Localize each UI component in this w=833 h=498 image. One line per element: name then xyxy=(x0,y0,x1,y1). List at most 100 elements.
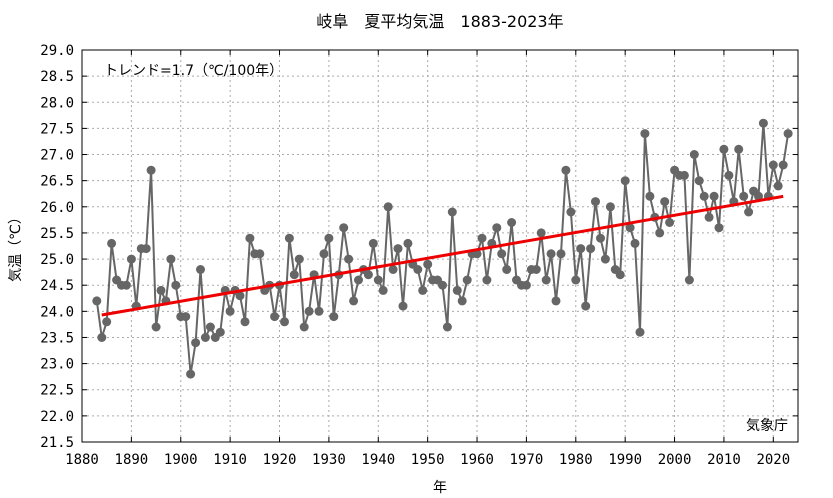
data-point xyxy=(141,244,151,254)
data-point xyxy=(709,191,719,201)
data-point xyxy=(92,296,102,306)
data-point xyxy=(665,218,675,227)
data-point xyxy=(566,207,576,217)
data-point xyxy=(413,265,423,274)
data-point xyxy=(605,202,615,212)
data-point xyxy=(270,312,280,322)
data-point xyxy=(97,333,107,342)
y-tick-label: 22.5 xyxy=(40,383,74,399)
data-point xyxy=(521,280,531,290)
data-point xyxy=(398,301,408,311)
data-point xyxy=(477,233,487,243)
data-point xyxy=(462,275,472,285)
y-tick-label: 25.5 xyxy=(40,226,74,242)
x-tick-label: 1930 xyxy=(312,452,346,468)
data-point xyxy=(734,144,744,154)
data-point xyxy=(349,296,359,306)
data-point xyxy=(452,285,462,295)
x-tick-label: 1950 xyxy=(411,452,445,468)
source-annotation: 気象庁 xyxy=(746,418,788,434)
data-point xyxy=(186,369,196,379)
data-point xyxy=(778,160,788,170)
data-point xyxy=(482,275,492,285)
data-point xyxy=(196,265,205,274)
data-point xyxy=(319,249,329,259)
y-tick-label: 22.0 xyxy=(40,409,74,425)
y-tick-label: 28.0 xyxy=(40,95,74,111)
x-tick-label: 1900 xyxy=(164,452,198,468)
x-tick-label: 1910 xyxy=(213,452,247,468)
y-tick-label: 24.0 xyxy=(40,304,74,320)
data-point xyxy=(403,238,413,248)
y-axis-label: 気温（℃） xyxy=(8,210,24,282)
data-point xyxy=(418,285,428,295)
data-point xyxy=(704,212,714,222)
data-point xyxy=(773,181,783,191)
data-point xyxy=(255,249,265,259)
data-point xyxy=(393,244,403,254)
data-point xyxy=(689,150,699,159)
data-point xyxy=(383,202,393,212)
data-point xyxy=(151,322,161,332)
data-point xyxy=(625,223,635,233)
data-point xyxy=(744,207,754,217)
data-point xyxy=(724,170,734,180)
data-point xyxy=(714,223,724,233)
axis-ticks: 21.5 22.0 22.5 23.0 23.5 24.0 24.5 25.0 25.5 26.0… xyxy=(40,43,798,468)
trend-annotation: トレンド=1.7（℃/100年） xyxy=(104,63,283,79)
data-point xyxy=(344,254,354,264)
x-tick-label: 1880 xyxy=(65,452,99,468)
data-point xyxy=(783,129,793,139)
data-point xyxy=(655,228,665,238)
data-point xyxy=(758,118,768,128)
data-point xyxy=(339,223,349,233)
y-tick-label: 23.5 xyxy=(40,330,74,346)
data-point xyxy=(502,265,512,274)
x-tick-label: 1920 xyxy=(263,452,297,468)
data-point xyxy=(591,197,600,207)
data-point xyxy=(596,233,605,243)
data-point xyxy=(191,338,201,348)
data-point xyxy=(684,275,694,285)
data-point xyxy=(531,265,541,274)
data-point xyxy=(171,280,181,290)
data-point xyxy=(423,259,433,269)
data-point xyxy=(373,275,383,285)
x-axis-label: 年 xyxy=(433,480,447,496)
data-point xyxy=(768,160,778,170)
data-point xyxy=(635,327,645,337)
x-tick-label: 1980 xyxy=(559,452,593,468)
x-tick-label: 1970 xyxy=(510,452,544,468)
data-point xyxy=(640,129,650,139)
data-point xyxy=(354,275,363,285)
x-tick-label: 1990 xyxy=(608,452,642,468)
x-tick-label: 2020 xyxy=(756,452,790,468)
data-point xyxy=(225,306,235,316)
data-point xyxy=(181,312,191,322)
data-point xyxy=(754,191,763,201)
data-point xyxy=(102,317,112,327)
y-tick-label: 27.0 xyxy=(40,148,74,164)
y-tick-label: 24.5 xyxy=(40,278,74,294)
data-point xyxy=(645,191,655,201)
data-point xyxy=(205,322,215,332)
data-point xyxy=(442,322,452,332)
y-tick-label: 26.0 xyxy=(40,200,74,216)
data-point xyxy=(600,254,610,264)
data-point xyxy=(571,275,581,285)
data-point xyxy=(546,249,556,259)
data-point xyxy=(240,317,250,327)
data-point xyxy=(200,333,210,342)
data-point xyxy=(324,233,334,243)
data-point xyxy=(304,306,314,316)
data-point xyxy=(556,249,566,259)
data-point xyxy=(507,218,517,227)
data-point xyxy=(615,270,625,280)
data-point xyxy=(497,249,507,259)
data-point xyxy=(280,317,289,327)
plot-area-frame xyxy=(81,49,799,443)
series-line-layer xyxy=(95,123,790,375)
data-point xyxy=(299,322,309,332)
